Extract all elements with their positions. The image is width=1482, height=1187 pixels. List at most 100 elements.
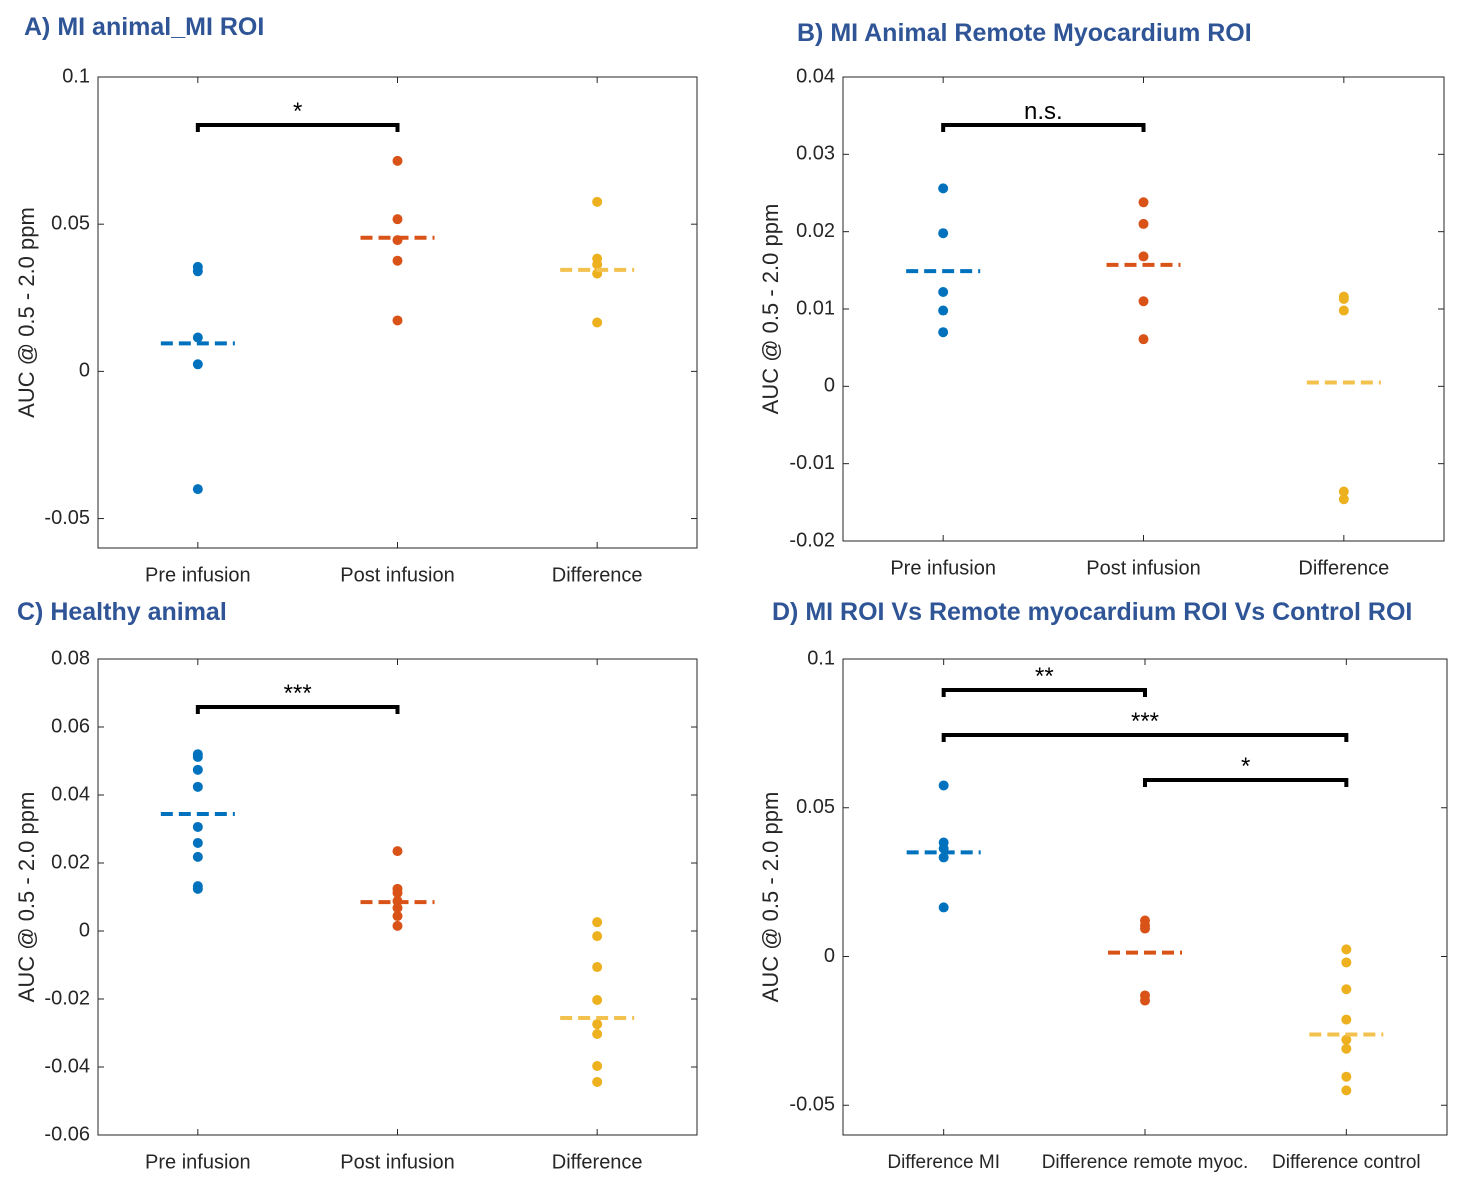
data-point: [938, 305, 949, 316]
y-tick-label: 0.05: [796, 796, 835, 818]
x-tick-label: Pre infusion: [145, 1151, 251, 1173]
data-point: [592, 1029, 603, 1040]
significance-bracket: [941, 688, 1147, 697]
y-tick-label: 0: [79, 360, 90, 382]
data-point: [1138, 334, 1149, 345]
data-point: [1341, 1085, 1352, 1096]
data-point: [592, 995, 603, 1006]
data-point: [192, 266, 203, 277]
y-axis-label: AUC @ 0.5 - 2.0 ppm: [758, 792, 783, 1003]
data-point: [938, 852, 949, 863]
data-point: [1138, 218, 1149, 229]
data-point: [1341, 1034, 1352, 1045]
data-point: [392, 887, 403, 898]
data-point: [592, 259, 603, 270]
x-tick-label: Post infusion: [340, 564, 455, 586]
data-point: [592, 1019, 603, 1030]
data-point: [1341, 984, 1352, 995]
data-point: [938, 902, 949, 913]
data-point: [392, 902, 403, 913]
significance-label: ***: [284, 680, 312, 707]
y-tick-label: 0: [824, 945, 835, 967]
y-tick-label: 0.08: [51, 647, 90, 669]
y-tick-label: 0.05: [51, 212, 90, 234]
data-point: [192, 821, 203, 832]
y-tick-label: -0.04: [44, 1055, 90, 1077]
data-point: [592, 317, 603, 328]
data-point: [192, 359, 203, 370]
significance-bracket: [195, 123, 400, 132]
x-tick-label: Difference remote myoc.: [1042, 1152, 1249, 1173]
panel-title: D) MI ROI Vs Remote myocardium ROI Vs Co…: [772, 598, 1412, 626]
x-tick-label: Difference MI: [887, 1152, 1000, 1173]
significance-label: **: [1035, 663, 1054, 690]
data-point: [938, 228, 949, 239]
data-point: [1140, 995, 1150, 1006]
significance-label: *: [293, 98, 302, 125]
data-point: [192, 837, 203, 848]
panel-title: C) Healthy animal: [17, 598, 227, 626]
data-point: [592, 962, 603, 973]
data-point: [1338, 494, 1349, 505]
y-tick-label: 0.02: [796, 220, 835, 242]
data-point: [192, 332, 203, 343]
significance-label: *: [1241, 753, 1250, 780]
significance-bracket: [195, 705, 400, 714]
y-axis-label: AUC @ 0.5 - 2.0 ppm: [758, 204, 783, 415]
plot-frame: [842, 76, 1445, 542]
data-point: [1138, 251, 1149, 262]
y-tick-label: 0.02: [51, 851, 90, 873]
x-tick-label: Pre infusion: [145, 564, 251, 586]
y-tick-label: 0.04: [51, 783, 90, 805]
y-tick-label: 0.04: [796, 65, 835, 87]
data-point: [392, 920, 403, 931]
y-axis-label: AUC @ 0.5 - 2.0 ppm: [14, 207, 39, 418]
data-point: [1341, 957, 1352, 968]
significance-label: ***: [1131, 708, 1159, 735]
y-tick-label: 0: [824, 375, 835, 397]
y-tick-label: -0.01: [789, 452, 835, 474]
data-point: [192, 781, 203, 792]
x-tick-label: Post infusion: [340, 1151, 455, 1173]
data-point: [592, 917, 603, 928]
data-point: [592, 931, 603, 942]
y-tick-label: -0.06: [44, 1123, 90, 1145]
panel: B) MI Animal Remote Myocardium ROI -0.02 -…: [758, 19, 1445, 579]
data-point: [1140, 923, 1150, 934]
y-tick-label: 0.1: [62, 65, 90, 87]
data-point: [592, 1060, 603, 1071]
data-point: [1338, 305, 1349, 316]
data-point: [192, 751, 203, 762]
y-tick-label: 0.06: [51, 715, 90, 737]
data-point: [1338, 486, 1349, 497]
data-point: [1341, 1014, 1352, 1025]
data-point: [938, 286, 949, 297]
x-tick-label: Difference: [1298, 557, 1389, 579]
data-point: [392, 155, 403, 166]
data-point: [392, 214, 403, 225]
x-tick-label: Post infusion: [1086, 557, 1201, 579]
data-point: [1341, 944, 1352, 955]
data-point: [592, 196, 603, 207]
data-point: [392, 255, 403, 266]
panel: C) Healthy animal -0.06 -0.04 -0.02 0 0.02 0.0…: [14, 598, 698, 1173]
data-point: [938, 780, 949, 791]
data-point: [192, 764, 203, 775]
y-tick-label: -0.02: [44, 987, 90, 1009]
data-point: [1138, 296, 1149, 307]
data-point: [938, 183, 949, 194]
y-tick-label: 0: [79, 919, 90, 941]
data-point: [1341, 1071, 1352, 1082]
y-tick-label: 0.01: [796, 297, 835, 319]
data-point: [192, 484, 203, 495]
data-point: [1138, 197, 1149, 208]
data-point: [192, 883, 203, 894]
data-point: [392, 911, 403, 922]
x-tick-label: Difference: [552, 1151, 643, 1173]
y-tick-label: -0.05: [789, 1094, 835, 1116]
panel-title: B) MI Animal Remote Myocardium ROI: [797, 19, 1252, 47]
panel: D) MI ROI Vs Remote myocardium ROI Vs Co…: [758, 598, 1448, 1173]
y-tick-label: -0.02: [789, 529, 835, 551]
significance-label: n.s.: [1024, 98, 1063, 125]
